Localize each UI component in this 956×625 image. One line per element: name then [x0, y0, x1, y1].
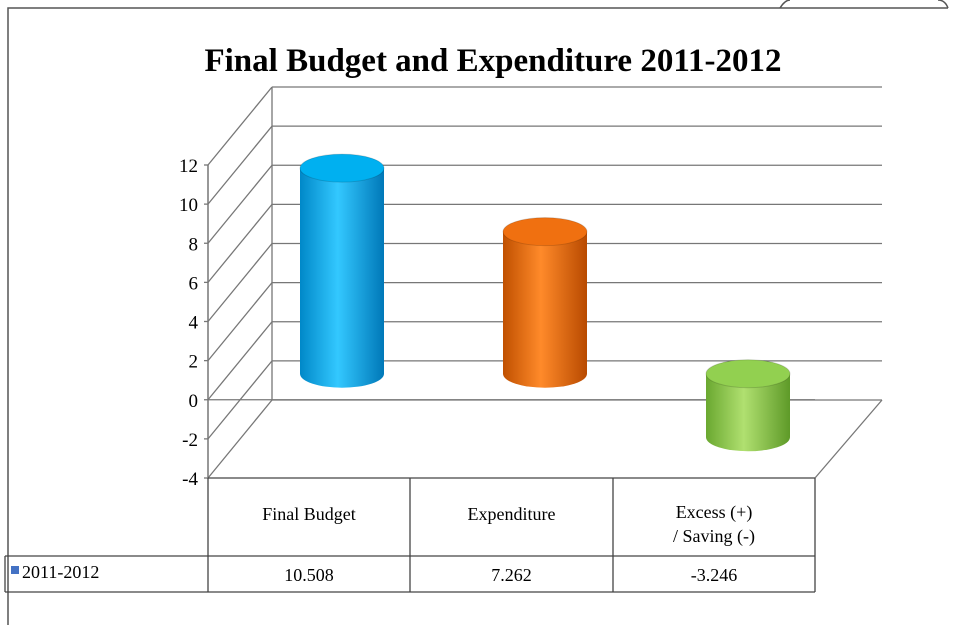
category-label: / Saving (-): [673, 526, 755, 547]
y-tick-label: -2: [182, 430, 198, 451]
bar-body: [300, 168, 384, 388]
side-wall-line: [207, 86, 273, 166]
side-wall-line: [207, 203, 273, 283]
floor-right-edge: [814, 399, 883, 479]
side-wall-line: [207, 243, 273, 322]
chart-frame: [7, 7, 948, 625]
series-name: 2011-2012: [22, 562, 99, 582]
side-wall-line: [207, 399, 273, 479]
side-wall-line: [207, 125, 273, 205]
y-tick-label: 6: [189, 273, 199, 294]
legend-key: [11, 566, 19, 574]
bar-top: [299, 153, 385, 183]
category-label: Excess (+): [676, 502, 753, 523]
category-label: Final Budget: [262, 504, 356, 524]
frame-corner: [779, 0, 949, 9]
y-tick-label: 10: [179, 195, 198, 216]
bar-top: [705, 359, 791, 389]
bar: [299, 153, 385, 388]
value-label: -3.246: [691, 565, 738, 585]
y-tick-label: 12: [179, 156, 198, 177]
side-wall-line: [207, 282, 273, 362]
side-wall-line: [207, 321, 273, 401]
value-label: 7.262: [491, 565, 532, 585]
bar-body: [706, 373, 790, 452]
chart-title: Final Budget and Expenditure 2011-2012: [204, 43, 781, 79]
y-tick-label: -4: [182, 469, 198, 490]
y-tick-label: 2: [189, 352, 199, 373]
category-label: Expenditure: [468, 504, 556, 524]
axes: 12 10 8 6 4 2 0 -2 -4: [179, 156, 209, 490]
data-table: Final Budget Expenditure Excess (+) / Savin…: [4, 477, 816, 593]
bars: [299, 153, 791, 452]
bar: [502, 217, 588, 388]
bar: [705, 359, 791, 452]
bar-top: [502, 217, 588, 247]
bar-body: [503, 231, 587, 388]
y-tick-label: 4: [189, 313, 199, 334]
side-wall-line: [207, 164, 273, 244]
y-tick-label: 0: [189, 391, 199, 412]
y-tick-label: 8: [189, 234, 199, 255]
value-label: 10.508: [284, 565, 334, 585]
